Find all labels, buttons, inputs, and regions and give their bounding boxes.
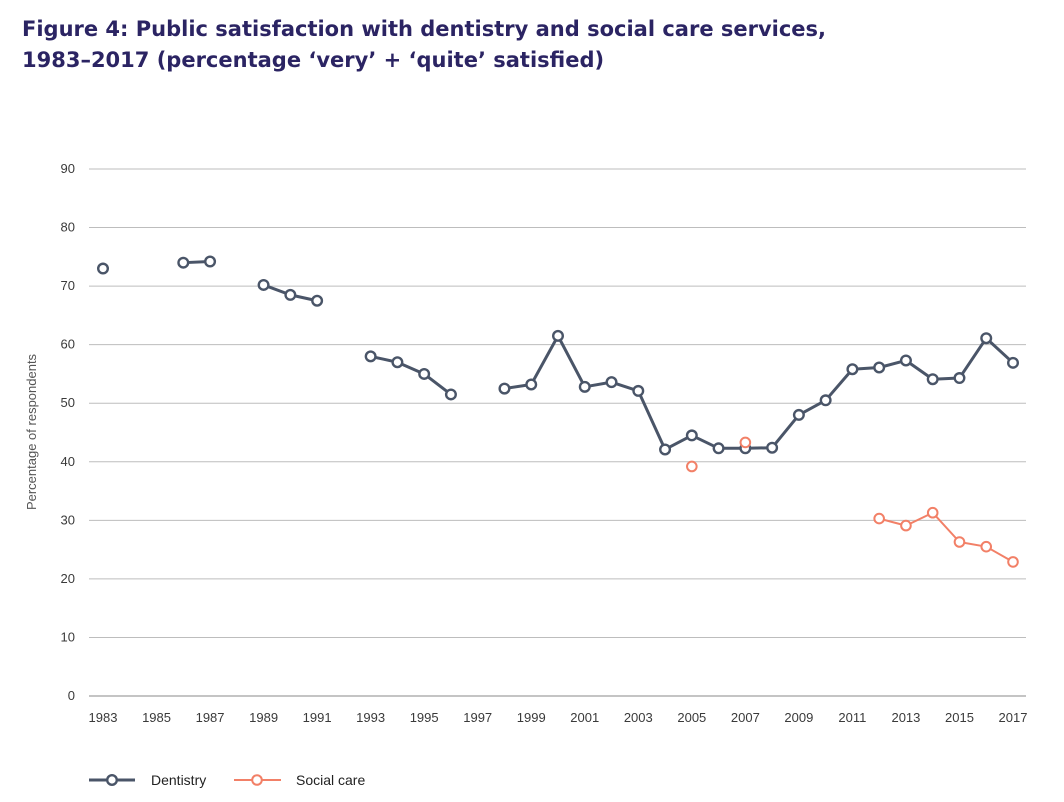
data-point-dentistry bbox=[284, 288, 297, 301]
data-point-dentistry bbox=[364, 350, 377, 363]
data-point-social-care bbox=[953, 536, 966, 548]
x-tick-label: 2013 bbox=[891, 710, 920, 725]
x-tick-label: 1995 bbox=[410, 710, 439, 725]
x-tick-label: 2001 bbox=[570, 710, 599, 725]
y-tick-label: 40 bbox=[61, 454, 75, 469]
data-point-dentistry bbox=[552, 329, 565, 342]
data-point-dentistry bbox=[873, 361, 886, 374]
data-point-dentistry bbox=[525, 378, 538, 391]
x-tick-label: 1993 bbox=[356, 710, 385, 725]
x-tick-label: 1983 bbox=[89, 710, 118, 725]
y-tick-label: 80 bbox=[61, 220, 75, 235]
y-axis-ticks: 0 10 20 30 40 50 60 70 80 90 bbox=[61, 161, 75, 703]
data-point-dentistry bbox=[177, 256, 190, 269]
data-point-dentistry bbox=[418, 367, 431, 380]
x-tick-label: 2017 bbox=[999, 710, 1028, 725]
data-point-dentistry bbox=[605, 376, 618, 389]
series-social-care bbox=[686, 436, 1019, 568]
series-line-dentistry bbox=[369, 354, 453, 396]
y-tick-label: 0 bbox=[68, 688, 75, 703]
data-point-dentistry bbox=[846, 363, 859, 376]
y-tick-label: 20 bbox=[61, 571, 75, 586]
data-point-dentistry bbox=[391, 356, 404, 369]
data-point-dentistry bbox=[766, 441, 779, 454]
data-point-dentistry bbox=[204, 255, 217, 268]
y-tick-label: 50 bbox=[61, 395, 75, 410]
data-point-dentistry bbox=[980, 332, 993, 345]
x-tick-label: 2011 bbox=[838, 710, 866, 725]
data-point-dentistry bbox=[712, 442, 725, 455]
legend-label-dentistry: Dentistry bbox=[151, 772, 206, 788]
data-point-social-care bbox=[739, 436, 752, 449]
data-point-dentistry bbox=[685, 429, 698, 442]
series-dentistry bbox=[96, 255, 1020, 456]
x-tick-label: 2007 bbox=[731, 710, 760, 725]
gridlines bbox=[89, 168, 1026, 697]
chart-title: Figure 4: Public satisfaction with denti… bbox=[22, 14, 1022, 76]
data-point-dentistry bbox=[926, 373, 939, 386]
legend-marker-social-care bbox=[251, 774, 263, 786]
legend-item-social-care: Social care bbox=[234, 772, 365, 788]
data-point-social-care bbox=[900, 519, 912, 532]
y-tick-label: 10 bbox=[61, 629, 75, 644]
data-point-dentistry bbox=[659, 443, 672, 456]
x-tick-label: 1999 bbox=[517, 710, 546, 725]
x-tick-label: 2003 bbox=[624, 710, 653, 725]
x-tick-label: 2005 bbox=[677, 710, 706, 725]
data-point-dentistry bbox=[953, 372, 966, 385]
series-line-dentistry bbox=[502, 334, 1015, 451]
data-point-dentistry bbox=[899, 354, 912, 367]
data-point-dentistry bbox=[1007, 356, 1020, 369]
data-point-social-care bbox=[980, 540, 993, 553]
data-point-dentistry bbox=[96, 262, 109, 275]
y-tick-label: 90 bbox=[61, 161, 75, 176]
x-tick-label: 2009 bbox=[784, 710, 813, 725]
x-tick-label: 1991 bbox=[303, 710, 332, 725]
x-tick-label: 1997 bbox=[463, 710, 492, 725]
x-tick-label: 2015 bbox=[945, 710, 974, 725]
data-point-social-care bbox=[926, 506, 939, 519]
data-point-social-care bbox=[873, 512, 885, 525]
data-point-dentistry bbox=[311, 294, 324, 307]
x-tick-label: 1989 bbox=[249, 710, 278, 725]
series-layer bbox=[96, 255, 1020, 568]
y-tick-label: 70 bbox=[61, 278, 75, 293]
legend-label-social-care: Social care bbox=[296, 772, 365, 788]
data-point-dentistry bbox=[498, 382, 511, 395]
data-point-social-care bbox=[1007, 556, 1019, 568]
x-tick-label: 1985 bbox=[142, 710, 171, 725]
data-point-dentistry bbox=[257, 278, 270, 291]
data-point-dentistry bbox=[819, 394, 832, 407]
x-tick-label: 1987 bbox=[196, 710, 225, 725]
legend-marker-dentistry bbox=[105, 774, 118, 787]
data-point-social-care bbox=[686, 460, 698, 473]
y-tick-label: 60 bbox=[61, 337, 75, 352]
legend: Dentistry Social care bbox=[89, 772, 365, 788]
data-point-dentistry bbox=[578, 380, 591, 393]
legend-item-dentistry: Dentistry bbox=[89, 772, 206, 788]
y-axis-label: Percentage of respondents bbox=[24, 353, 39, 510]
chart-title-line-1: Figure 4: Public satisfaction with denti… bbox=[22, 17, 827, 41]
y-tick-label: 30 bbox=[61, 512, 75, 527]
data-point-dentistry bbox=[792, 408, 805, 421]
data-point-dentistry bbox=[444, 388, 457, 401]
data-point-dentistry bbox=[632, 384, 645, 397]
x-axis-ticks: 1983 1985 1987 1989 1991 1993 1995 1997 1999 2001… bbox=[89, 710, 1028, 725]
chart-title-line-2: 1983–2017 (percentage ‘very’ + ‘quite’ s… bbox=[22, 48, 605, 72]
